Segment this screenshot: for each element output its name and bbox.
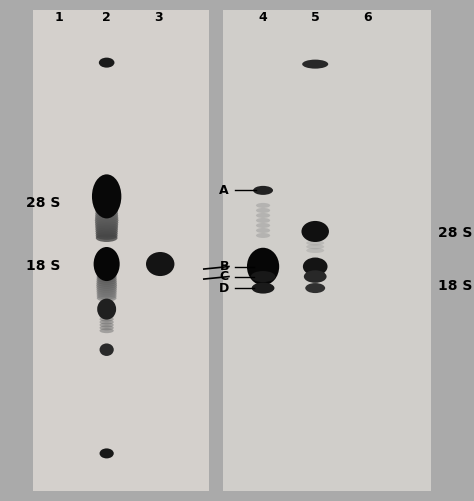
Ellipse shape — [302, 60, 328, 69]
Ellipse shape — [97, 274, 117, 281]
Ellipse shape — [251, 271, 275, 282]
Text: 5: 5 — [311, 11, 319, 24]
Ellipse shape — [256, 213, 270, 218]
Ellipse shape — [146, 252, 174, 276]
Ellipse shape — [96, 284, 117, 291]
Ellipse shape — [100, 325, 114, 330]
Ellipse shape — [247, 248, 279, 286]
Ellipse shape — [100, 323, 114, 328]
Ellipse shape — [305, 283, 325, 293]
Ellipse shape — [100, 308, 114, 313]
Ellipse shape — [96, 234, 118, 242]
Ellipse shape — [96, 203, 118, 211]
Ellipse shape — [256, 233, 270, 238]
Ellipse shape — [96, 196, 118, 204]
Ellipse shape — [100, 311, 114, 316]
Ellipse shape — [95, 214, 118, 222]
Ellipse shape — [96, 286, 117, 293]
Text: 18 S: 18 S — [438, 279, 473, 293]
Ellipse shape — [96, 282, 117, 289]
Ellipse shape — [95, 205, 118, 213]
Ellipse shape — [94, 247, 119, 281]
Ellipse shape — [95, 225, 118, 233]
Ellipse shape — [95, 209, 118, 217]
Ellipse shape — [303, 258, 328, 276]
Ellipse shape — [97, 270, 117, 277]
Ellipse shape — [95, 218, 118, 226]
Ellipse shape — [97, 265, 116, 272]
Ellipse shape — [256, 208, 270, 213]
Ellipse shape — [97, 293, 117, 300]
Ellipse shape — [301, 221, 329, 242]
Bar — [223, 10, 431, 491]
Text: 3: 3 — [155, 11, 163, 24]
Ellipse shape — [95, 223, 118, 231]
Ellipse shape — [100, 314, 114, 319]
Ellipse shape — [252, 283, 274, 294]
Ellipse shape — [304, 271, 327, 283]
Ellipse shape — [97, 291, 117, 298]
Ellipse shape — [92, 174, 121, 218]
Text: 1: 1 — [55, 11, 64, 24]
Ellipse shape — [100, 320, 114, 325]
Ellipse shape — [256, 203, 270, 208]
Ellipse shape — [256, 218, 270, 223]
Ellipse shape — [253, 186, 273, 195]
Ellipse shape — [96, 201, 118, 209]
Text: B: B — [219, 260, 229, 273]
Ellipse shape — [306, 244, 324, 249]
Ellipse shape — [96, 232, 118, 240]
Ellipse shape — [96, 280, 117, 287]
Ellipse shape — [95, 221, 118, 229]
Bar — [33, 10, 209, 491]
Text: D: D — [219, 282, 229, 295]
Ellipse shape — [97, 272, 117, 279]
Ellipse shape — [96, 198, 118, 206]
Text: 6: 6 — [363, 11, 372, 24]
Ellipse shape — [256, 223, 270, 228]
Ellipse shape — [97, 267, 117, 274]
Text: 28 S: 28 S — [26, 196, 61, 210]
Ellipse shape — [97, 263, 116, 270]
Ellipse shape — [96, 278, 117, 285]
Ellipse shape — [99, 58, 115, 68]
Ellipse shape — [306, 237, 324, 242]
Ellipse shape — [95, 227, 118, 235]
Ellipse shape — [97, 288, 117, 295]
Text: A: A — [219, 184, 229, 197]
Ellipse shape — [97, 276, 117, 283]
Ellipse shape — [306, 240, 324, 245]
Ellipse shape — [100, 344, 114, 356]
Text: 18 S: 18 S — [26, 259, 61, 273]
Ellipse shape — [100, 317, 114, 322]
Ellipse shape — [97, 299, 116, 320]
Text: C: C — [220, 270, 229, 283]
Ellipse shape — [97, 295, 117, 302]
Text: 2: 2 — [102, 11, 111, 24]
Ellipse shape — [95, 207, 118, 215]
Ellipse shape — [306, 233, 324, 238]
Ellipse shape — [100, 448, 114, 458]
Ellipse shape — [96, 229, 118, 237]
Ellipse shape — [95, 216, 118, 224]
Text: 28 S: 28 S — [438, 226, 473, 240]
Ellipse shape — [306, 248, 324, 253]
Ellipse shape — [256, 228, 270, 233]
Ellipse shape — [100, 328, 114, 333]
Ellipse shape — [95, 212, 118, 220]
Text: 4: 4 — [259, 11, 267, 24]
